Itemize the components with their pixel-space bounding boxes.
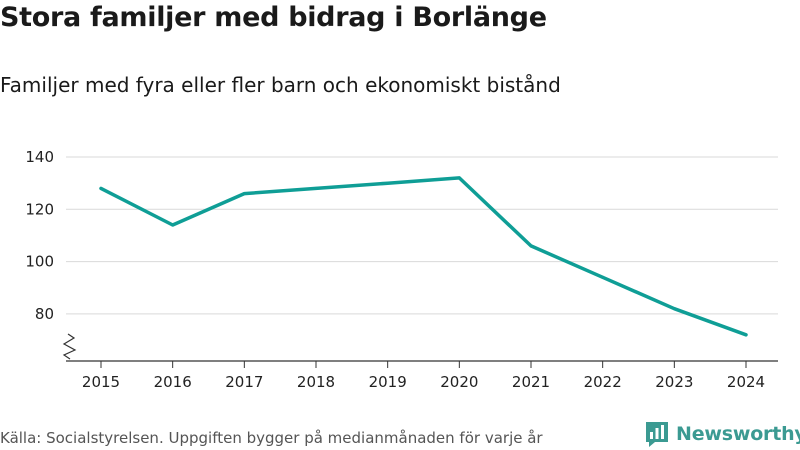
x-tick-label: 2015 [82,373,120,391]
x-tick-label: 2021 [512,373,550,391]
data-point [386,181,390,185]
newsworthy-logo-icon [646,422,668,447]
x-tick-label: 2019 [369,373,407,391]
line-chart: 80 100 120 140 2015 2016 2017 2018 2019 2020 2021… [25,148,778,391]
y-axis-ticks: 80 100 120 140 [25,148,54,323]
y-tick-label: 120 [25,200,54,218]
data-point [529,244,533,248]
x-axis [62,333,778,362]
chart-subtitle: Familjer med fyra eller fler barn och ek… [0,73,561,97]
data-point [242,192,246,196]
data-point [601,275,605,279]
source-note: Källa: Socialstyrelsen. Uppgiften bygger… [0,429,543,447]
gridlines [66,156,778,315]
data-point [744,333,748,337]
x-axis-ticks: 2015 2016 2017 2018 2019 2020 2021 2022 2023 2024 [82,361,765,391]
x-tick-label: 2020 [440,373,478,391]
data-point [99,186,103,190]
data-point [457,176,461,180]
y-tick-label: 80 [35,305,54,323]
x-tick-label: 2024 [727,373,765,391]
data-point [314,186,318,190]
data-point [672,307,676,311]
x-tick-label: 2017 [225,373,263,391]
y-tick-label: 100 [25,253,54,271]
y-tick-label: 140 [25,148,54,166]
series-lines [99,176,748,337]
data-point [171,223,175,227]
x-tick-label: 2016 [154,373,192,391]
brand[interactable]: Newsworthy [644,420,800,448]
x-tick-label: 2022 [584,373,622,391]
chart-title: Stora familjer med bidrag i Borlänge [0,2,547,33]
axis-break-icon [62,333,77,360]
x-tick-label: 2023 [655,373,693,391]
x-tick-label: 2018 [297,373,335,391]
brand-name: Newsworthy [676,423,800,445]
series-line [99,176,748,337]
